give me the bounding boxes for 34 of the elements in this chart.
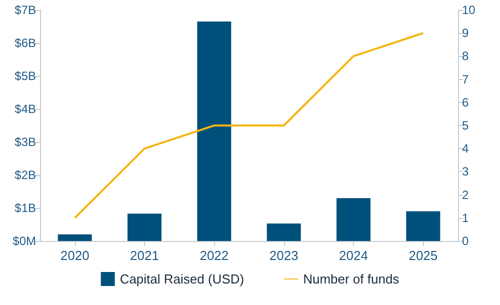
y-tick-label: $3B	[14, 135, 36, 149]
y-tick-label: $7B	[14, 3, 36, 17]
y2-tick-label: 7	[462, 72, 469, 86]
y2-tick-label: 6	[462, 95, 469, 110]
y-tick-label: $6B	[14, 36, 36, 50]
y2-tick-label: 5	[462, 118, 469, 132]
x-tick-label: 2025	[408, 248, 438, 263]
bar	[197, 22, 232, 241]
y-tick-label: $4B	[14, 102, 36, 116]
y2-tick-label: 10	[462, 3, 476, 17]
bar	[58, 234, 92, 241]
x-tick-label: 2020	[60, 248, 90, 263]
line-series	[74, 32, 424, 219]
y2-tick-label: 9	[462, 26, 469, 40]
bar	[128, 214, 162, 241]
y2-tick-label: 3	[462, 164, 469, 179]
bar	[336, 198, 370, 241]
y2-tick-label: 2	[462, 188, 469, 202]
y2-tick-label: 0	[462, 234, 469, 248]
x-tick-label: 2023	[269, 248, 298, 263]
y-tick-label: $1B	[14, 201, 36, 215]
y-tick-label: $2B	[14, 168, 36, 182]
y-tick-label: $0M	[12, 234, 36, 248]
y-tick-label: $5B	[14, 69, 36, 83]
y2-tick-label: 8	[462, 49, 469, 64]
x-tick-label: 2021	[130, 248, 159, 263]
y2-tick-label: 1	[462, 210, 469, 225]
bar	[406, 211, 440, 241]
legend-label: Capital Raised (USD)	[120, 272, 244, 286]
legend-label: Number of funds	[303, 272, 400, 286]
y2-tick-label: 4	[462, 142, 469, 156]
x-tick-label: 2024	[339, 248, 368, 263]
x-tick-label: 2022	[200, 248, 229, 263]
bar	[266, 224, 301, 241]
